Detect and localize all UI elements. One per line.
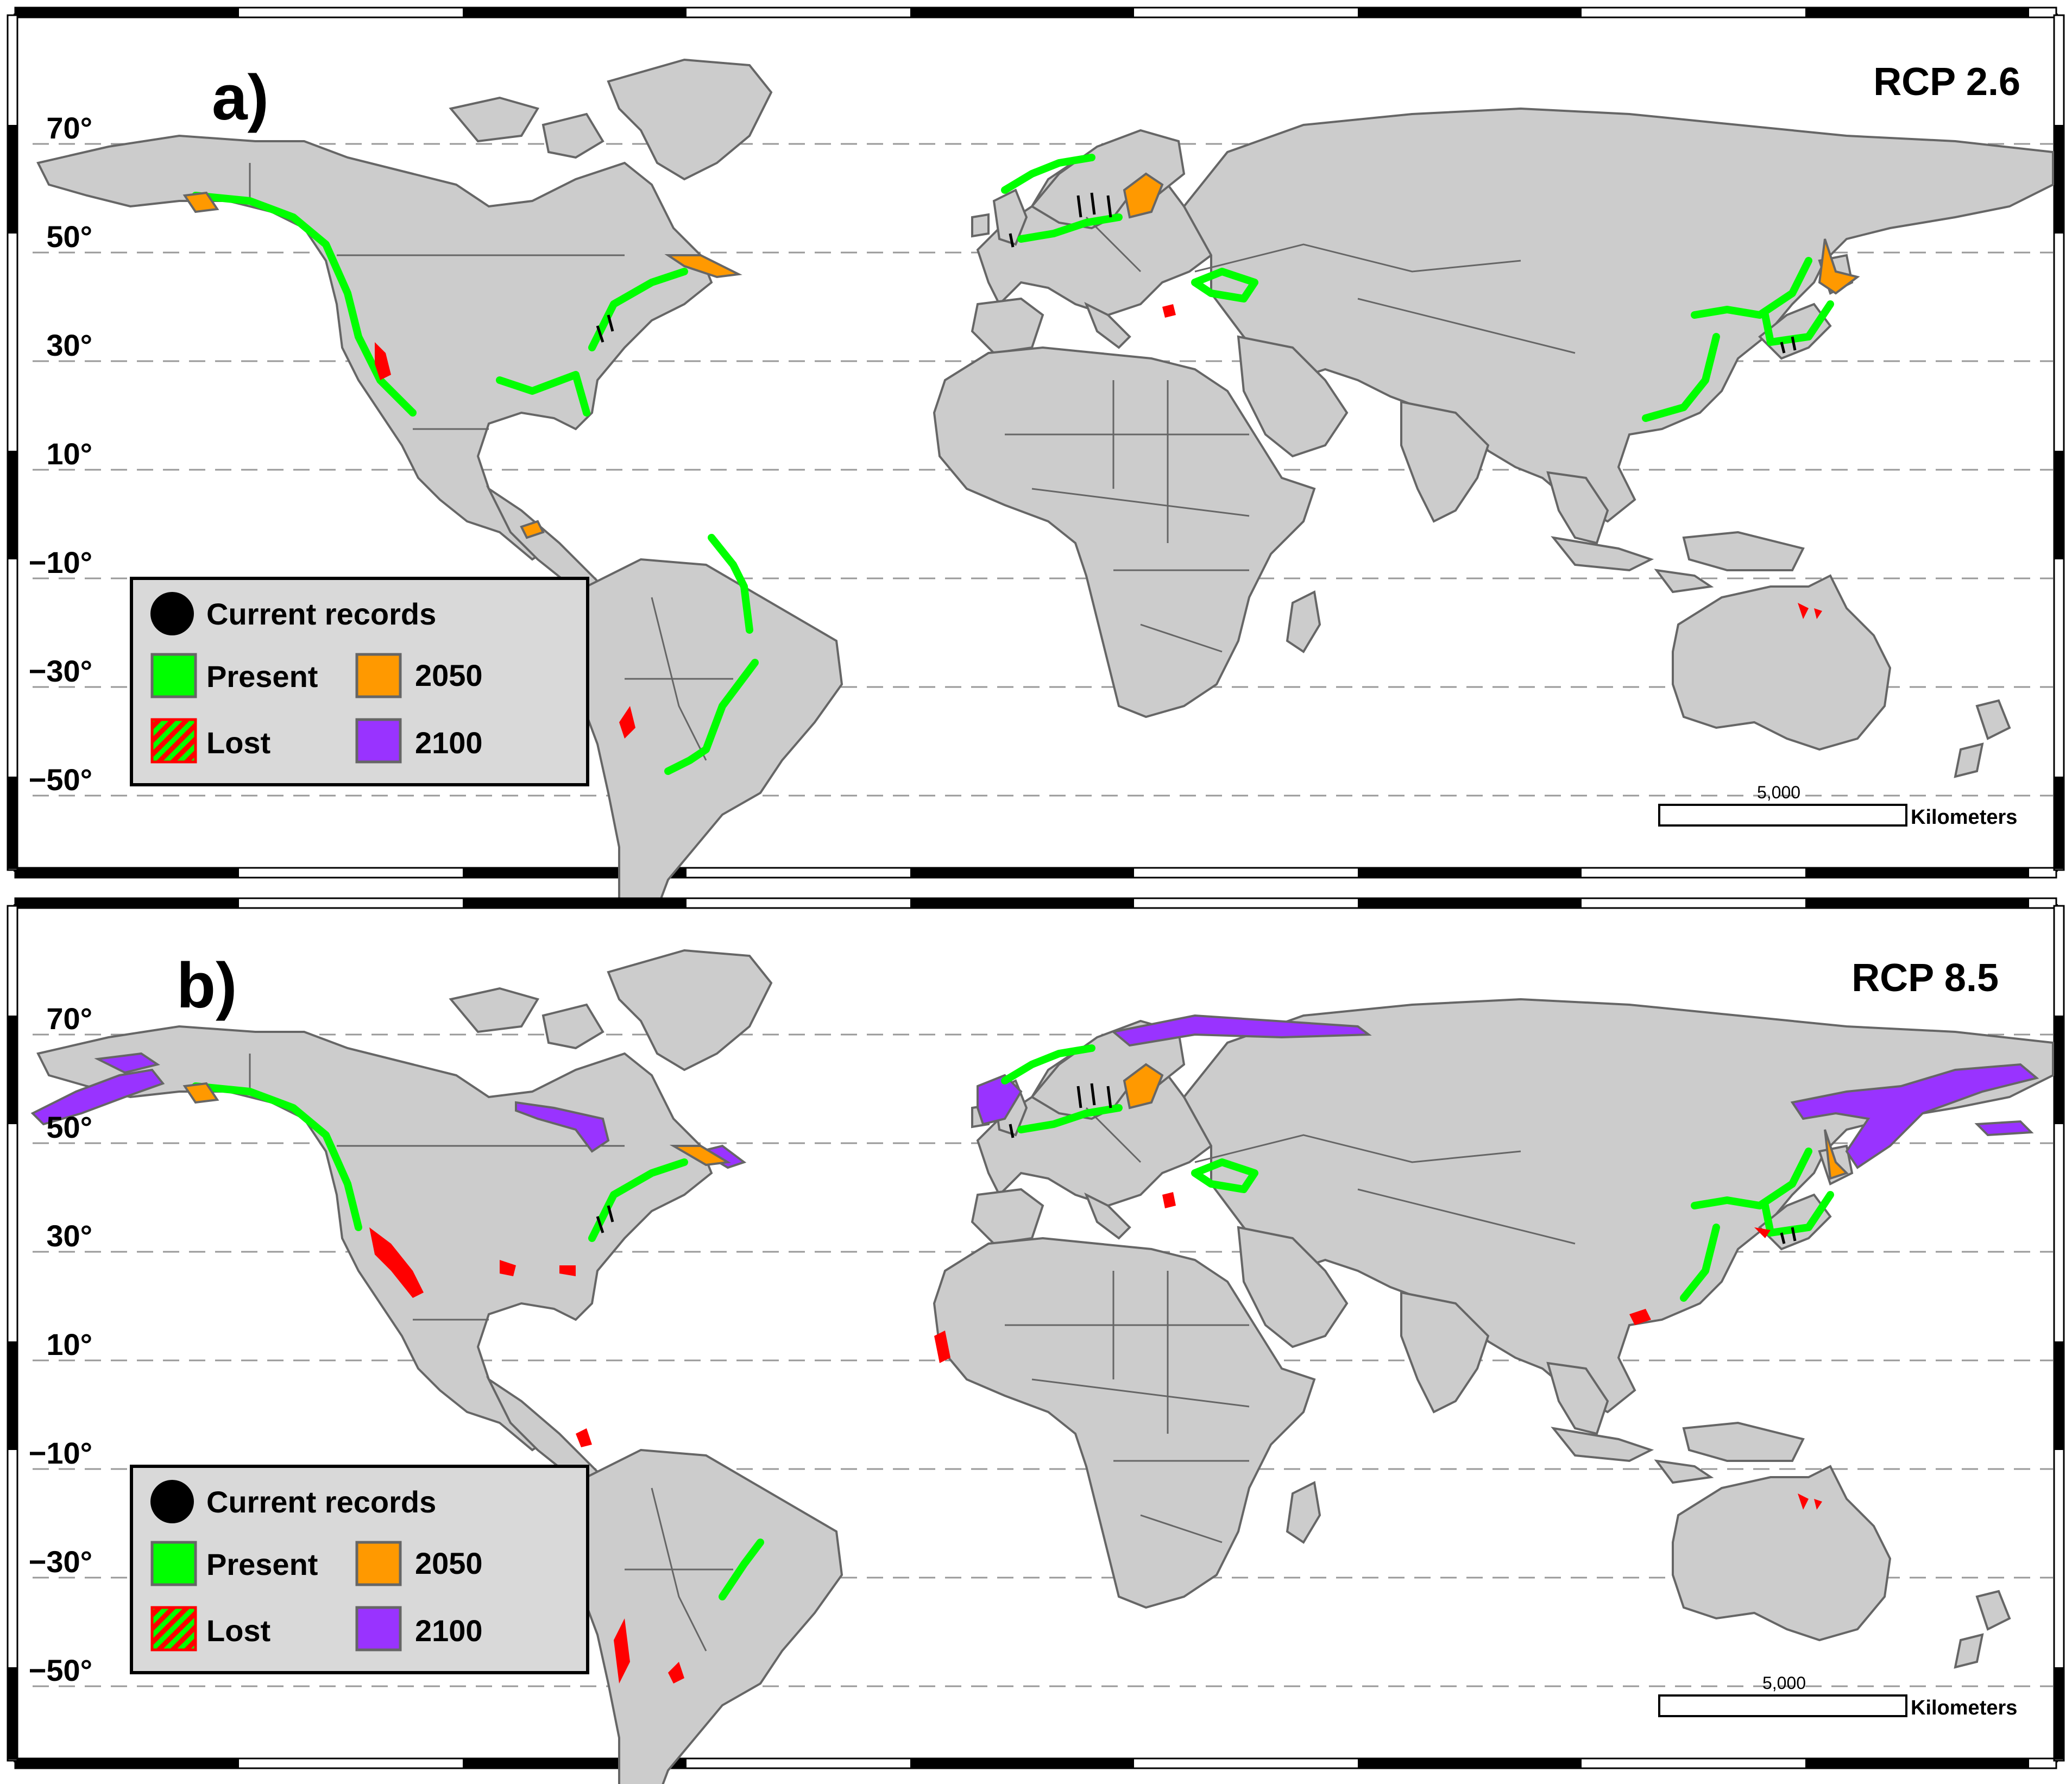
lat-label-neg10: −10° [29, 1436, 92, 1470]
panel-letter: a) [212, 62, 269, 134]
frame-ticks [7, 897, 2065, 1769]
panel-b: 70° 50° 30° 10° −10° −30° −50° b) RCP 8.… [7, 897, 2065, 1784]
legend-lost: Lost [206, 1613, 270, 1648]
lost-distribution [375, 304, 1822, 739]
legend-present: Present [206, 659, 318, 694]
lat-label-50: 50° [46, 1110, 92, 1144]
latitude-labels: 70° 50° 30° 10° −10° −30° −50° [29, 111, 92, 797]
legend-2100: 2100 [415, 1613, 483, 1648]
lost-swatch [150, 718, 197, 764]
present-distribution [192, 154, 1834, 775]
lost-swatch [150, 1606, 197, 1651]
scale-unit: Kilometers [1911, 806, 2017, 829]
present-swatch [150, 653, 197, 698]
present-swatch [150, 1541, 197, 1586]
scale-bar: 5,000 Kilometers [1658, 1673, 2017, 1719]
lat-label-neg30: −30° [29, 654, 92, 688]
lat-label-70: 70° [46, 111, 92, 145]
y2050-swatch [355, 1541, 402, 1586]
lat-label-neg50: −50° [29, 1653, 92, 1687]
lat-label-50: 50° [46, 219, 92, 254]
y2100-swatch [355, 1606, 402, 1651]
legend-2100: 2100 [415, 726, 483, 760]
current-records-icon [150, 592, 194, 635]
lat-label-30: 30° [46, 328, 92, 362]
y2050-swatch [355, 653, 402, 698]
legend-current-records: Current records [206, 597, 436, 631]
scale-bar: 5,000 Kilometers [1658, 783, 2017, 829]
current-records [596, 192, 1797, 354]
lat-label-10: 10° [46, 437, 92, 471]
lat-label-30: 30° [46, 1219, 92, 1253]
lat-label-neg30: −30° [29, 1545, 92, 1579]
scenario-label: RCP 2.6 [1873, 60, 2020, 104]
lat-label-10: 10° [46, 1327, 92, 1361]
scale-unit: Kilometers [1911, 1697, 2017, 1719]
lat-label-neg10: −10° [29, 545, 92, 579]
distribution-2100 [30, 1014, 2039, 1169]
panel-letter: b) [177, 950, 237, 1022]
legend: Current records Present Lost 2050 2100 [130, 577, 589, 786]
current-records [596, 1083, 1797, 1244]
y2100-swatch [355, 718, 402, 764]
scenario-label: RCP 8.5 [1851, 956, 1999, 1000]
legend-2050: 2050 [415, 658, 483, 692]
distribution-2050 [182, 172, 1860, 539]
legend-present: Present [206, 1547, 318, 1581]
lat-label-neg50: −50° [29, 762, 92, 797]
distribution-2050 [182, 1063, 1849, 1180]
lost-distribution [369, 1192, 1822, 1684]
frame-ticks [7, 7, 2065, 879]
current-records-icon [150, 1480, 194, 1523]
scale-value: 5,000 [1762, 1673, 1806, 1693]
panel-a: 70° 50° 30° 10° −10° −30° −50° a) RCP 2.… [7, 7, 2065, 957]
latitude-labels: 70° 50° 30° 10° −10° −30° −50° [29, 1001, 92, 1687]
scale-value: 5,000 [1757, 783, 1800, 802]
lat-label-70: 70° [46, 1001, 92, 1036]
legend-lost: Lost [206, 726, 270, 760]
present-distribution [192, 1044, 1834, 1600]
legend-2050: 2050 [415, 1546, 483, 1580]
legend-current-records: Current records [206, 1485, 436, 1519]
legend: Current records Present Lost 2050 2100 [130, 1465, 589, 1674]
